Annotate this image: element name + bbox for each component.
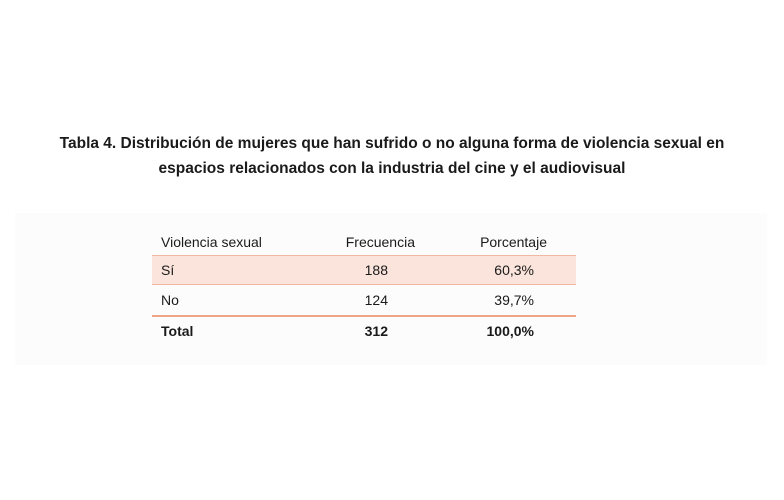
cell-porcentaje: 60,3%: [494, 262, 534, 278]
table-header-row: Violencia sexual Frecuencia Porcentaje: [152, 229, 576, 255]
cell-category: No: [161, 292, 179, 308]
total-label: Total: [161, 323, 194, 339]
header-frecuencia: Frecuencia: [345, 234, 415, 250]
table-row: No 124 39,7%: [152, 285, 576, 315]
header-violencia-sexual: Violencia sexual: [161, 234, 262, 250]
header-porcentaje: Porcentaje: [480, 234, 547, 250]
table-caption: Tabla 4. Distribución de mujeres que han…: [0, 131, 784, 181]
table-row: Sí 188 60,3%: [152, 255, 576, 285]
total-frecuencia: 312: [364, 323, 388, 339]
cell-frecuencia: 124: [364, 292, 388, 308]
table-caption-line-2: espacios relacionados con la industria d…: [158, 160, 626, 177]
cell-porcentaje: 39,7%: [494, 292, 534, 308]
table-caption-line-1: Tabla 4. Distribución de mujeres que han…: [59, 135, 725, 152]
table-panel: [15, 213, 767, 365]
total-porcentaje: 100,0%: [486, 323, 534, 339]
table-total-row: Total 312 100,0%: [152, 315, 576, 345]
data-table: Violencia sexual Frecuencia Porcentaje S…: [152, 229, 576, 345]
cell-frecuencia: 188: [364, 262, 388, 278]
cell-category: Sí: [161, 262, 175, 278]
